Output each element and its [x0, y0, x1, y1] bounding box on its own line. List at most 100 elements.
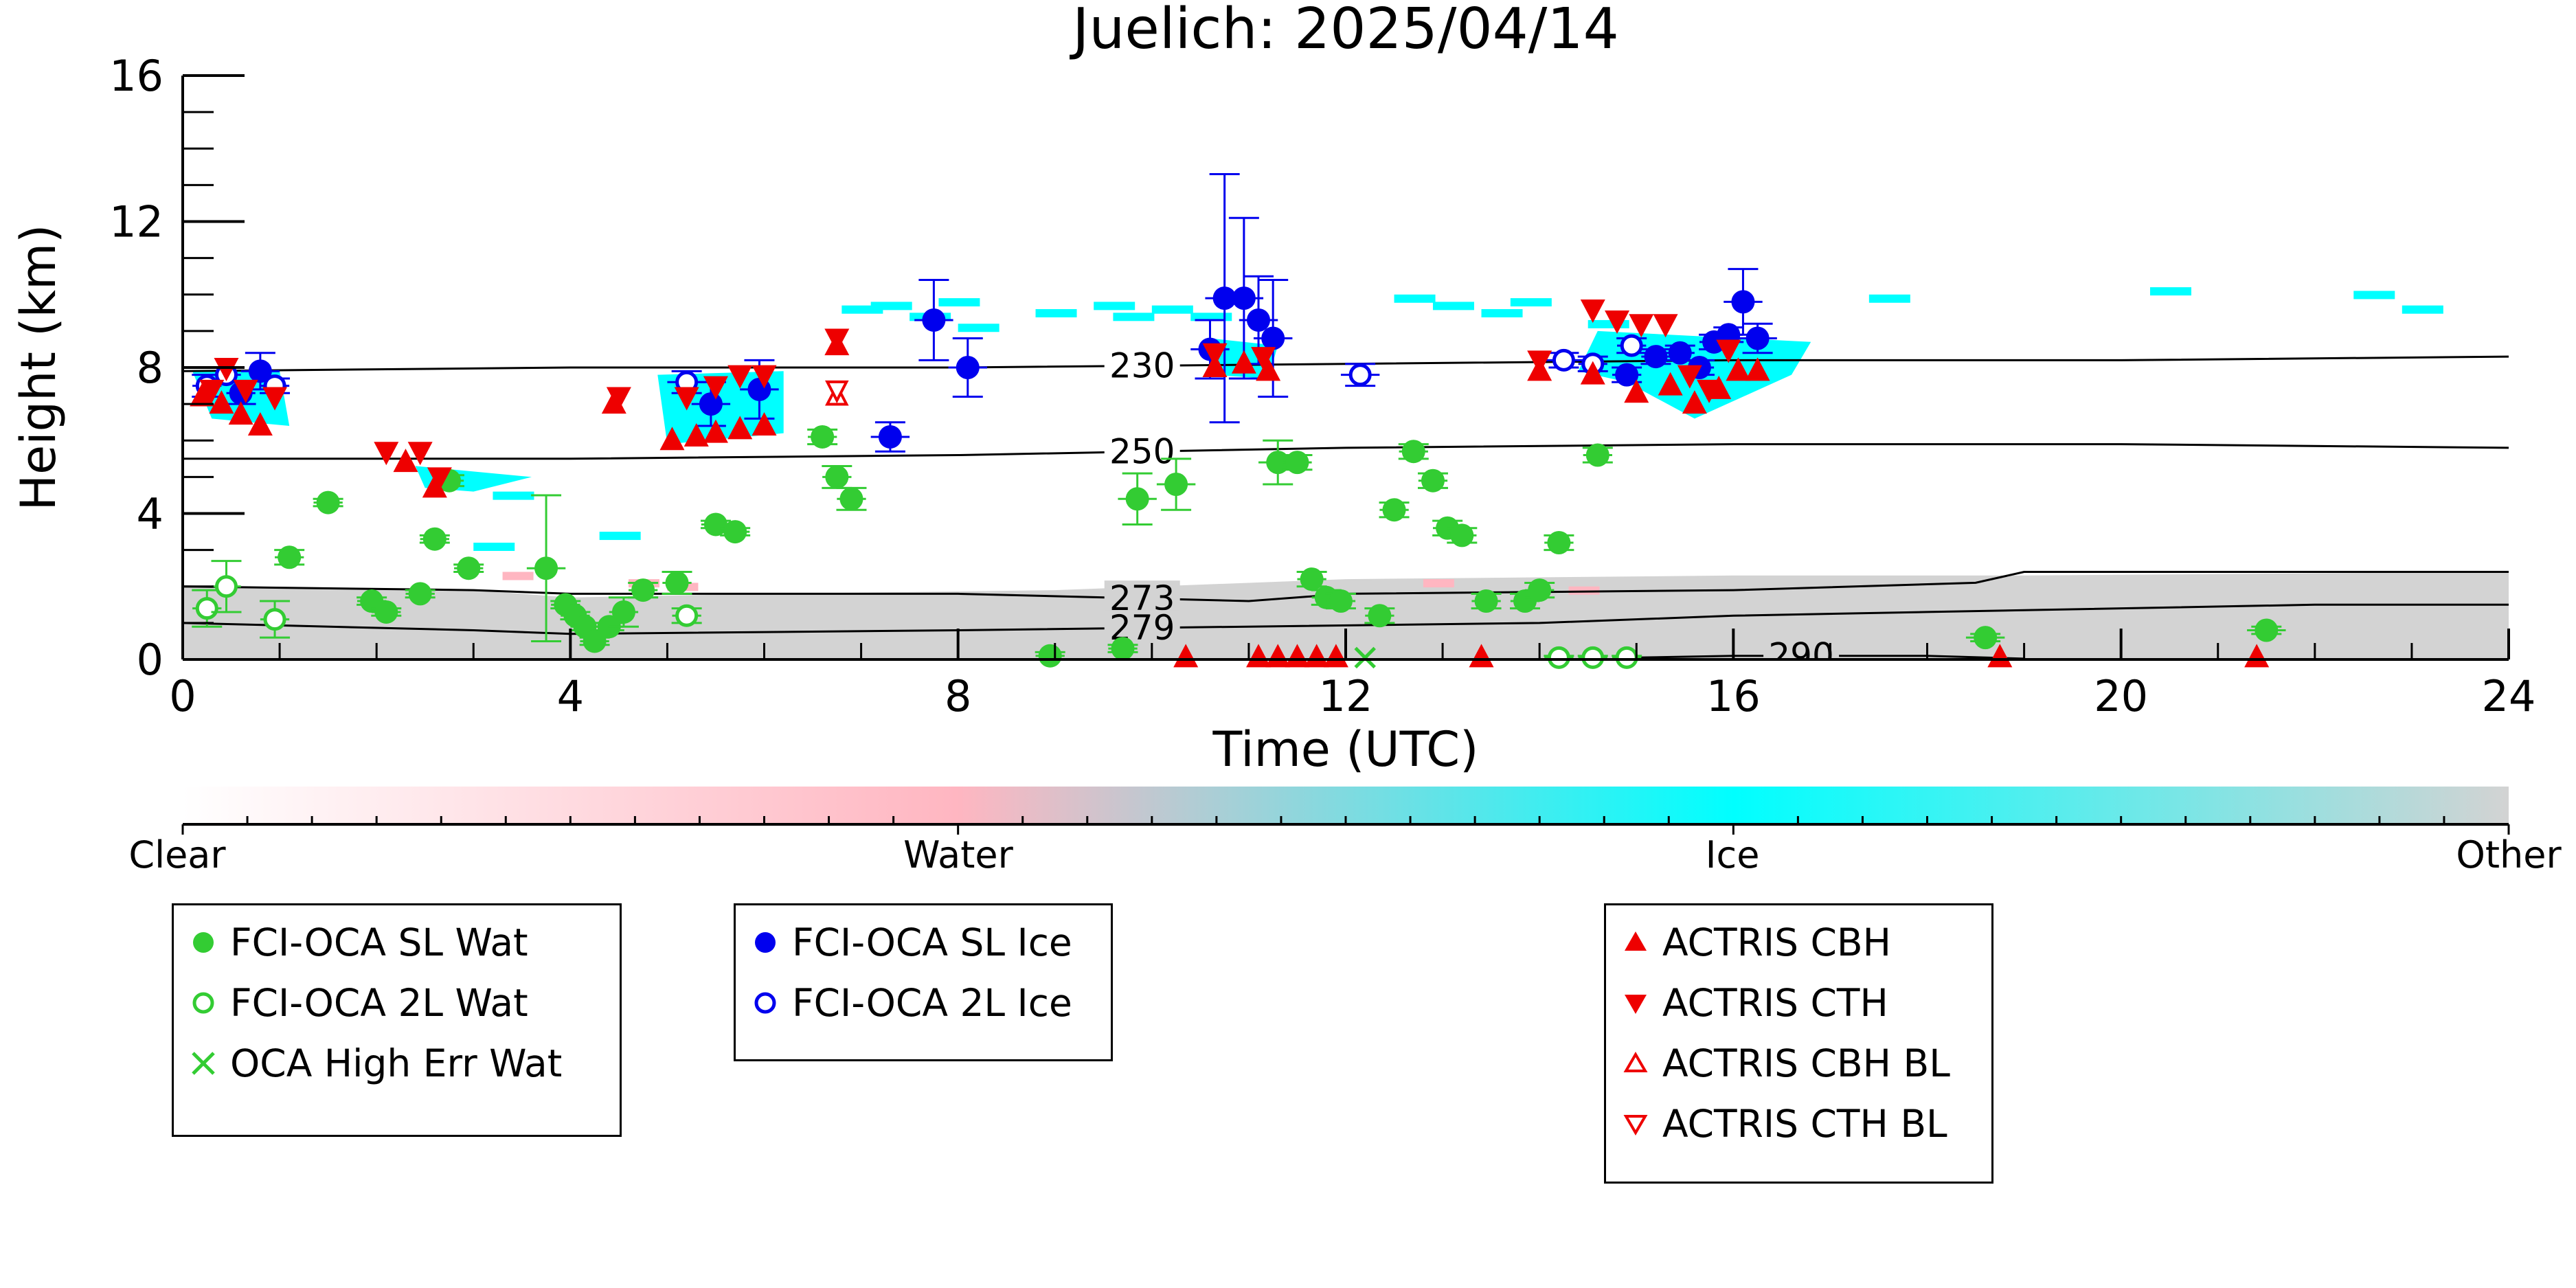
ice-speckle	[1868, 294, 1910, 303]
marker-actris-cbh	[247, 412, 273, 436]
marker-actris-cbh	[1745, 357, 1770, 381]
open-triangle-down-icon	[1623, 1115, 1648, 1136]
marker-fci-oca-sl-wat	[1421, 468, 1445, 493]
marker-fci-oca-2l-wat	[263, 608, 286, 631]
colorbar-label-ice: Ice	[1706, 833, 1760, 877]
x-tick-label: 8	[945, 671, 971, 721]
marker-fci-oca-sl-wat	[825, 465, 849, 489]
marker-fci-oca-sl-wat	[316, 490, 340, 515]
legend-label: OCA High Err Wat	[230, 1041, 563, 1085]
colorbar-label-water: Water	[903, 833, 1013, 877]
marker-fci-oca-sl-wat	[1285, 451, 1309, 475]
marker-fci-oca-sl-wat	[1585, 443, 1609, 467]
marker-fci-oca-sl-wat	[1450, 523, 1474, 547]
marker-actris-cth	[1527, 350, 1552, 374]
ice-speckle	[473, 543, 515, 551]
x-tick-label: 12	[1319, 671, 1373, 721]
marker-fci-oca-sl-ice	[878, 425, 902, 449]
legend-water: FCI-OCA SL Wat FCI-OCA 2L Wat OCA High E…	[172, 903, 622, 1137]
marker-fci-oca-sl-ice	[1745, 326, 1770, 350]
marker-actris-cbh	[752, 412, 777, 436]
marker-fci-oca-sl-wat	[1547, 531, 1571, 554]
ice-speckle	[958, 324, 999, 332]
ice-speckle	[2149, 287, 2191, 296]
marker-actris-cbh	[228, 401, 253, 425]
marker-actris-cbh	[393, 449, 418, 473]
legend-item-2l-wat: FCI-OCA 2L Wat	[186, 981, 528, 1025]
marker-fci-oca-sl-wat	[278, 545, 302, 569]
marker-actris-cth	[1580, 300, 1605, 323]
legend-item-2l-ice: FCI-OCA 2L Ice	[748, 981, 1072, 1025]
ice-speckle	[1510, 298, 1552, 307]
marker-actris-cbh	[422, 474, 447, 498]
legend-item-sl-ice: FCI-OCA SL Ice	[748, 920, 1072, 964]
colorbar-ticks	[181, 816, 2510, 835]
legend-label: ACTRIS CTH	[1662, 981, 1888, 1025]
ice-speckle	[1481, 309, 1523, 317]
open-triangle-up-icon	[1623, 1052, 1648, 1072]
marker-fci-oca-sl-wat	[723, 520, 747, 544]
marker-fci-oca-2l-wat	[675, 604, 699, 627]
ice-speckle	[2509, 386, 2550, 394]
marker-fci-oca-sl-wat	[611, 600, 635, 624]
marker-fci-oca-sl-wat	[422, 527, 447, 551]
marker-actris-cth	[1251, 347, 1276, 371]
marker-actris-cbh	[659, 427, 685, 451]
legend-label: FCI-OCA SL Wat	[230, 920, 528, 964]
marker-fci-oca-sl-wat	[408, 582, 432, 606]
y-tick-label: 0	[137, 635, 163, 685]
isotherm-279	[183, 603, 2509, 635]
colorbar-label-clear: Clear	[128, 833, 226, 877]
marker-actris-cth	[727, 365, 753, 389]
marker-fci-oca-sl-wat	[703, 512, 727, 536]
legend-item-cth-bl: ACTRIS CTH BL	[1618, 1102, 1947, 1146]
marker-actris-cth	[262, 387, 288, 411]
isotherm-label-bg	[1104, 433, 1180, 470]
marker-actris-cth	[1605, 310, 1630, 334]
cloudnet-colorbar: Clear Water Ice Other	[128, 787, 2562, 877]
legend-item-cth: ACTRIS CTH	[1618, 981, 1888, 1025]
marker-actris-cbh	[1246, 644, 1272, 668]
isotherm-label-230: 230	[1109, 346, 1175, 385]
marker-actris-cbh	[1987, 644, 2013, 668]
marker-actris-cbh	[1469, 644, 1494, 668]
ice-speckle	[1113, 313, 1155, 321]
marker-actris-cth	[703, 376, 728, 400]
marker-actris-cth	[1629, 314, 1654, 338]
legend-item-high-err-wat: OCA High Err Wat	[186, 1041, 563, 1085]
isotherm-label-250: 250	[1109, 431, 1175, 471]
marker-actris-cbh	[1231, 350, 1256, 374]
marker-fci-oca-2l-ice	[1552, 348, 1575, 372]
marker-fci-oca-sl-ice	[1668, 341, 1692, 365]
marker-actris-cbh	[1682, 390, 1707, 414]
ice-speckle	[1035, 309, 1077, 317]
marker-fci-oca-sl-wat	[839, 487, 863, 511]
y-axis-label: Height (km)	[10, 225, 67, 511]
colorbar-label-other: Other	[2456, 833, 2562, 877]
marker-fci-oca-sl-ice	[1247, 308, 1271, 332]
marker-fci-oca-sl-wat	[1111, 637, 1135, 661]
marker-fci-oca-sl-ice	[922, 308, 946, 332]
ice-speckle	[599, 532, 641, 541]
ice-speckle	[2402, 305, 2443, 314]
marker-fci-oca-sl-wat	[2255, 618, 2279, 642]
marker-fci-oca-sl-wat	[1300, 567, 1324, 591]
filled-circle-icon	[755, 932, 776, 953]
marker-actris-cbh	[1658, 372, 1683, 396]
marker-fci-oca-sl-ice	[1644, 345, 1668, 369]
marker-fci-oca-sl-ice	[1731, 290, 1755, 314]
marker-fci-oca-2l-ice	[1620, 334, 1643, 357]
marker-fci-oca-sl-wat	[665, 571, 689, 595]
open-circle-icon	[192, 992, 214, 1014]
marker-actris-cth	[199, 379, 225, 403]
water-speckle	[1423, 579, 1454, 588]
water-speckle	[502, 572, 534, 580]
marker-fci-oca-sl-ice	[956, 356, 980, 379]
marker-fci-oca-sl-wat	[1125, 487, 1149, 511]
marker-fci-oca-sl-wat	[1474, 589, 1498, 613]
isotherm-273	[183, 571, 2509, 602]
marker-fci-oca-sl-wat	[457, 556, 481, 580]
ice-speckle	[2353, 291, 2395, 300]
marker-fci-oca-sl-ice	[1261, 326, 1285, 350]
